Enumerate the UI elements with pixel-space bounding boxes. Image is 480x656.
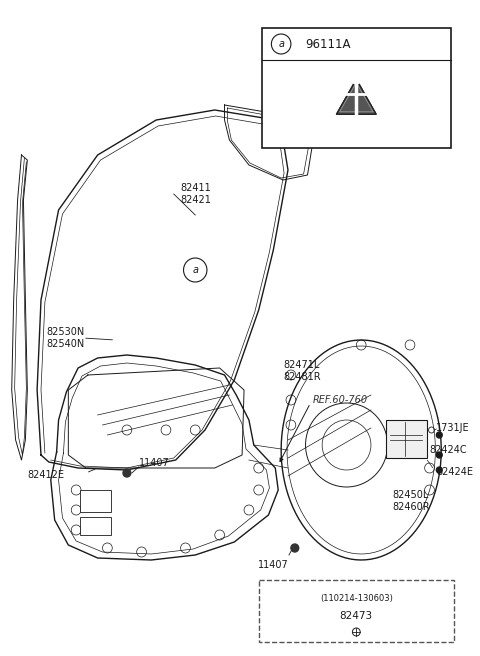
Text: 1731JE: 1731JE: [436, 423, 470, 433]
Circle shape: [436, 467, 442, 473]
Circle shape: [123, 469, 131, 477]
Text: (110214-130603): (110214-130603): [320, 594, 393, 602]
Text: 11407: 11407: [258, 560, 288, 570]
Bar: [262, 28, 451, 148]
Text: 11407: 11407: [139, 458, 169, 468]
Text: a: a: [278, 39, 284, 49]
Text: 82412E: 82412E: [27, 470, 64, 480]
Text: 82540N: 82540N: [46, 339, 84, 349]
Circle shape: [351, 74, 361, 84]
Text: 82460R: 82460R: [393, 502, 430, 512]
Bar: [385, 420, 427, 458]
Circle shape: [291, 544, 299, 552]
Text: a: a: [192, 265, 198, 275]
Text: 82424E: 82424E: [436, 467, 473, 477]
Text: 82530N: 82530N: [46, 327, 84, 337]
Text: 82421: 82421: [180, 195, 212, 205]
Text: 96111A: 96111A: [306, 37, 351, 51]
Circle shape: [436, 452, 442, 458]
Text: 82450L: 82450L: [393, 490, 429, 500]
Text: CAUTION: CAUTION: [345, 117, 367, 122]
Circle shape: [436, 432, 442, 438]
Polygon shape: [336, 79, 376, 114]
Text: REF.60-760: REF.60-760: [312, 395, 368, 405]
Text: 82424C: 82424C: [430, 445, 467, 455]
Text: 82481R: 82481R: [283, 372, 321, 382]
Bar: [80, 517, 111, 535]
Text: 82471L: 82471L: [283, 360, 320, 370]
Bar: [80, 490, 111, 512]
Text: 82411: 82411: [180, 183, 211, 193]
Text: 82473: 82473: [340, 611, 373, 621]
Bar: [259, 580, 454, 642]
